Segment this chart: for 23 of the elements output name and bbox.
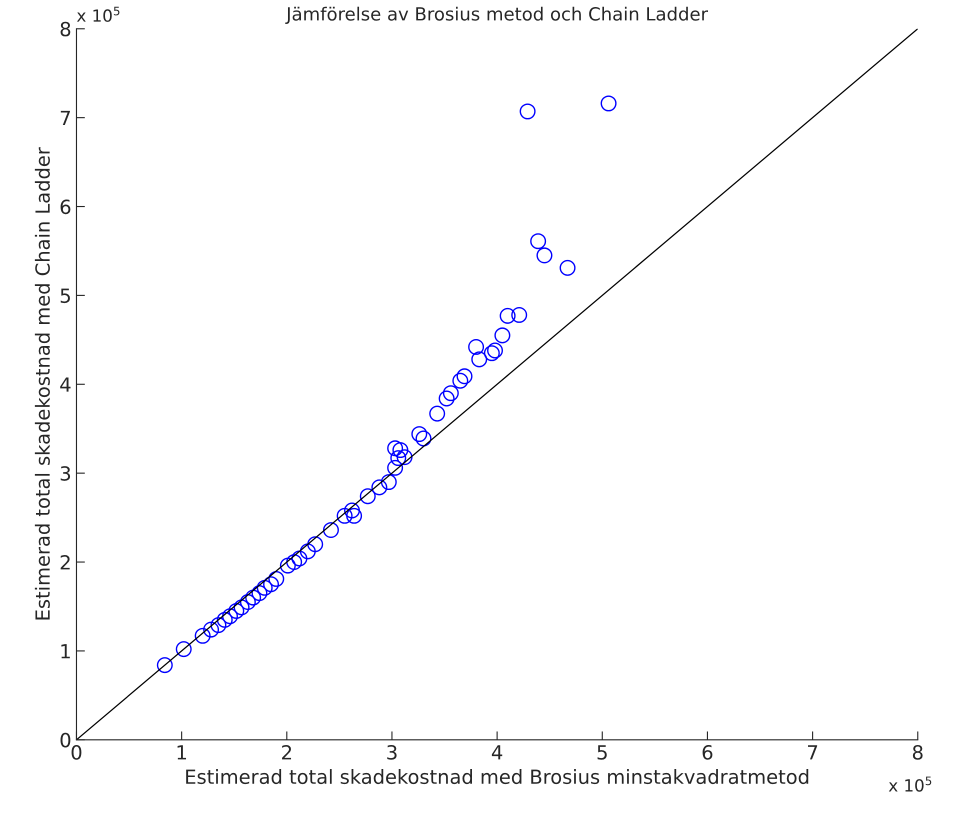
x-tick-label: 0 bbox=[72, 745, 82, 760]
x-tick-label: 4 bbox=[492, 745, 502, 760]
y-axis-title: Estimerad total skadekostnad med Chain Ladder bbox=[34, 147, 50, 620]
text: x 10$^{5}$ bbox=[76, 6, 120, 22]
y-tick-label: 7 bbox=[60, 110, 70, 126]
x-tick-label: 3 bbox=[387, 745, 397, 760]
y-tick-label: 2 bbox=[60, 555, 70, 570]
y-tick-label: 1 bbox=[61, 644, 70, 658]
x-tick-label: 7 bbox=[808, 745, 818, 760]
y-tick-label: 4 bbox=[60, 377, 71, 392]
y-tick-label: 0 bbox=[60, 732, 70, 748]
chart-title: Jämförelse av Brosius metod och Chain Ladder bbox=[285, 6, 708, 24]
y-tick-label: 5 bbox=[60, 288, 70, 304]
text: x 10$^{5}$ bbox=[888, 776, 932, 792]
y-tick-label: 6 bbox=[60, 199, 70, 214]
x-tick-label: 8 bbox=[912, 745, 923, 760]
y-tick-label: 3 bbox=[60, 466, 70, 481]
x-tick-label: 2 bbox=[282, 745, 292, 760]
x-axis-title: Estimerad total skadekostnad med Brosius minstakvadratmetod bbox=[186, 769, 808, 784]
x-tick-label: 6 bbox=[702, 745, 712, 760]
x-tick-label: 1 bbox=[178, 745, 186, 760]
y-tick-label: 8 bbox=[60, 22, 70, 36]
x-tick-label: 5 bbox=[598, 745, 607, 760]
